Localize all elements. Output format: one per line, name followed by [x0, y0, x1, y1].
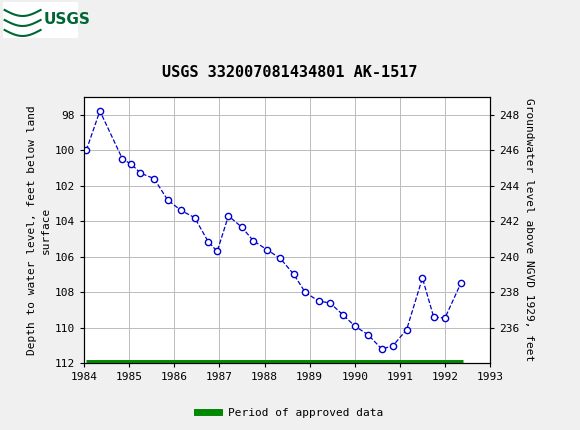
FancyBboxPatch shape [3, 2, 78, 38]
Y-axis label: Groundwater level above NGVD 1929, feet: Groundwater level above NGVD 1929, feet [524, 98, 534, 362]
Text: USGS: USGS [44, 12, 90, 28]
Y-axis label: Depth to water level, feet below land
surface: Depth to water level, feet below land su… [27, 105, 50, 355]
Legend: Period of approved data: Period of approved data [193, 403, 387, 422]
Text: USGS 332007081434801 AK-1517: USGS 332007081434801 AK-1517 [162, 64, 418, 80]
